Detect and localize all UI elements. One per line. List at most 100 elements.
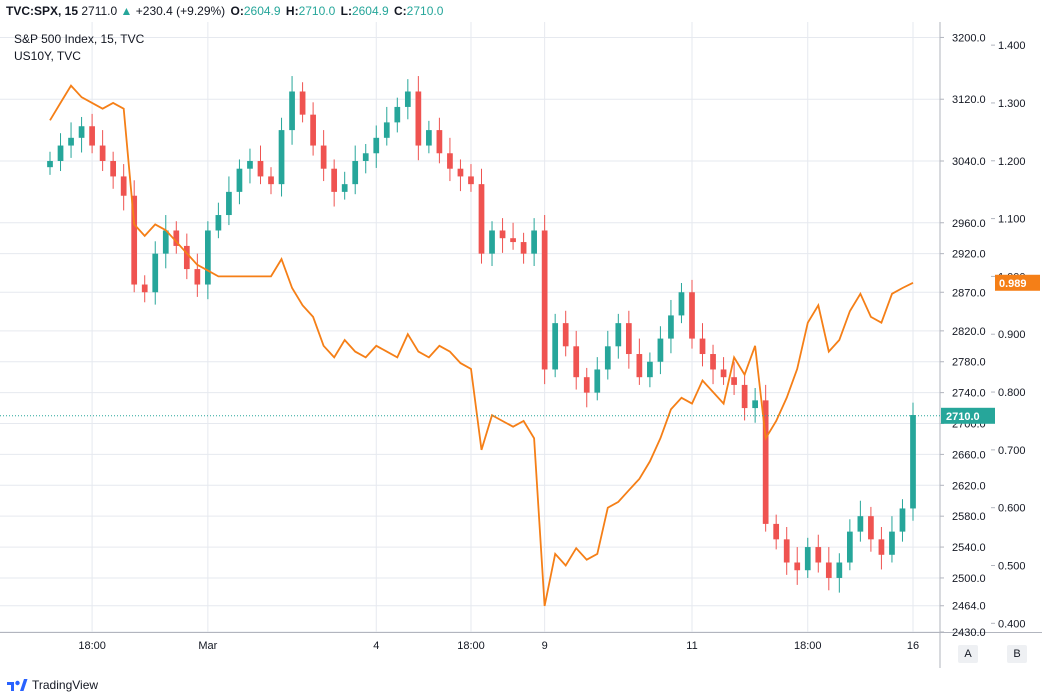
change-value: +230.4 (+9.29%) [135, 4, 226, 18]
last-yield-badge [995, 274, 1040, 291]
yield-tick-label: 1.200 [998, 156, 1026, 168]
price-tick-label: 2580.0 [952, 511, 986, 523]
price-tick-label: 2464.0 [952, 601, 986, 613]
tradingview-logo[interactable]: TradingView [6, 678, 98, 692]
candle-body [710, 354, 716, 370]
high-label: H: [285, 4, 299, 18]
time-tick-label: 16 [907, 640, 919, 652]
time-tick-label: 18:00 [78, 640, 106, 652]
candle-body [857, 516, 864, 532]
candle-body [278, 130, 285, 185]
candle-body [183, 245, 190, 270]
candle-body [310, 114, 316, 146]
candle-body [110, 160, 117, 177]
price-tick-label: 2540.0 [952, 542, 986, 554]
symbol-header: TVC:SPX, 15 2711.0 ▲ +230.4 (+9.29%) O:2… [0, 0, 1042, 22]
auto-scale-button[interactable]: A [958, 645, 978, 663]
candle-body [804, 547, 811, 571]
price-tick-label: 2870.0 [952, 287, 986, 299]
candle-body [99, 145, 106, 161]
candle-body [836, 562, 843, 578]
candle-body [478, 184, 485, 254]
candle-body [678, 292, 685, 316]
candle-body [899, 508, 906, 532]
candle-body [373, 137, 380, 154]
candle-body [604, 346, 611, 370]
candle-body [594, 369, 601, 393]
candle-body [394, 106, 401, 123]
high-value: 2710.0 [298, 4, 336, 18]
price-tick-label: 2620.0 [952, 480, 986, 492]
candle-body [720, 369, 727, 378]
candle-body [668, 315, 674, 339]
yield-tick-label: 0.900 [998, 329, 1026, 341]
price-tick-label: 2920.0 [952, 249, 986, 261]
last-yield-badge-label: 0.989 [999, 278, 1027, 290]
candle-body [615, 323, 622, 347]
close-value: 2710.0 [406, 4, 444, 18]
candle-body [215, 215, 222, 231]
low-value: 2604.9 [351, 4, 389, 18]
candle-body [162, 230, 169, 254]
yield-tick-label: 0.600 [998, 503, 1026, 515]
candle-body [362, 153, 369, 161]
candle-body [352, 160, 359, 185]
candle-body [447, 153, 453, 169]
candle-body [910, 415, 916, 509]
candle-body [299, 91, 306, 115]
price-tick-label: 2660.0 [952, 449, 986, 461]
brand-name: TradingView [32, 678, 99, 692]
yield-tick-label: 1.300 [998, 98, 1026, 110]
candle-body [783, 539, 790, 563]
price-tick-label: 2500.0 [952, 573, 986, 585]
legend-main-series[interactable]: S&P 500 Index, 15, TVC [14, 32, 145, 46]
price-tick-label: 3120.0 [952, 94, 986, 106]
time-tick-label: 18:00 [457, 640, 485, 652]
time-tick-label: 11 [686, 640, 697, 652]
legend-overlay-series[interactable]: US10Y, TVC [14, 49, 81, 63]
candle-body [741, 384, 748, 409]
candle-body [868, 516, 874, 540]
candle-body [383, 122, 390, 138]
candle-body [520, 242, 527, 254]
candle-body [510, 238, 516, 243]
candle-body [889, 531, 895, 555]
price-tick-label: 2430.0 [952, 627, 986, 639]
last-price-badge [941, 407, 995, 424]
candle-body [815, 547, 822, 563]
candle-body [404, 91, 411, 107]
candle-body [541, 230, 548, 370]
time-tick-label: 4 [373, 640, 379, 652]
candle-body [120, 176, 127, 196]
price-tick-label: 3040.0 [952, 156, 986, 168]
last-price-badge-label: 2710.0 [946, 411, 980, 423]
candle-body [825, 562, 832, 578]
candle-body [436, 130, 443, 154]
close-label: C: [394, 4, 407, 18]
candle-body [289, 91, 295, 131]
candle-body [457, 168, 464, 177]
candle-body [846, 531, 853, 563]
candle-body [552, 323, 559, 370]
candle-body [68, 137, 74, 146]
yield-tick-label: 0.800 [998, 387, 1026, 399]
candle-body [752, 400, 758, 409]
candle-body [78, 126, 85, 138]
yield-tick-label: 1.400 [998, 40, 1026, 52]
candle-body [57, 145, 64, 161]
yield-tick-label: 1.100 [998, 214, 1026, 226]
candle-body [331, 168, 338, 192]
scale-b-button[interactable]: B [1007, 645, 1027, 663]
chart-svg[interactable]: 3200.0 3120.0 3040.0 2960.0 2920.0 2870.0 2820… [0, 22, 1042, 668]
candle-body [636, 354, 643, 378]
candle-body [320, 145, 327, 169]
price-tick-label: 2780.0 [952, 357, 986, 369]
candle-body [573, 346, 580, 378]
time-tick-label: Mar [198, 640, 217, 652]
price-tick-label: 2960.0 [952, 218, 986, 230]
candle-body [173, 230, 180, 246]
candle-body [194, 269, 201, 285]
candle-body [89, 126, 95, 146]
chart-area[interactable]: 3200.0 3120.0 3040.0 2960.0 2920.0 2870.0 2820… [0, 22, 1042, 668]
symbol-name[interactable]: TVC:SPX, 15 [6, 4, 79, 18]
